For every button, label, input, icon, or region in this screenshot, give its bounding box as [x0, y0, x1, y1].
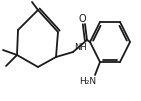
Text: O: O [78, 14, 86, 24]
Text: NH: NH [74, 43, 87, 52]
Text: H₂N: H₂N [79, 76, 97, 86]
